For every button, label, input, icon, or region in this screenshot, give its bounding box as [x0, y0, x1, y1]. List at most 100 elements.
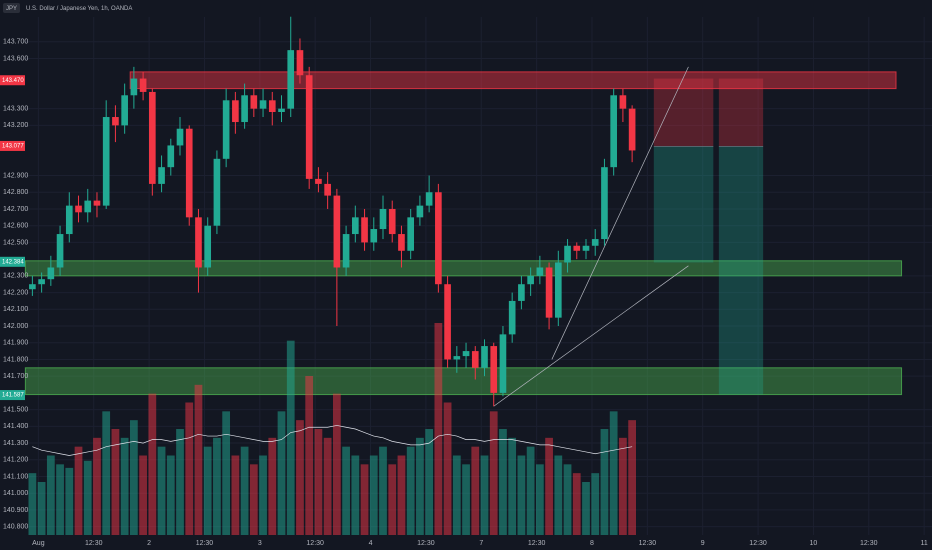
candle-body [601, 167, 608, 240]
y-tick-label: 143.300 [3, 106, 28, 113]
y-tick-label: 141.900 [3, 340, 28, 347]
volume-bar [176, 429, 184, 535]
candle-body [222, 100, 230, 159]
volume-bar [157, 446, 166, 535]
volume-bar [499, 429, 507, 535]
candle-body [102, 117, 110, 206]
volume-bar [332, 393, 341, 535]
y-tick-label: 142.500 [3, 239, 28, 246]
volume-bar [268, 437, 277, 535]
y-tick-label: 141.400 [3, 423, 28, 430]
stop-zone [653, 78, 714, 147]
volume-bar [434, 323, 443, 535]
candle-body [545, 267, 553, 318]
volume-bar [517, 455, 526, 535]
x-tick-label: 2 [147, 540, 151, 547]
x-tick-label: 11 [921, 540, 928, 547]
candle-body [610, 95, 617, 168]
volume-bar [452, 455, 461, 535]
candle-body [204, 225, 212, 268]
volume-bar [342, 446, 350, 535]
candle-body [149, 91, 156, 184]
candle-body [158, 167, 165, 184]
candle-body [370, 229, 378, 243]
volume-bar [628, 420, 637, 535]
volume-bar [194, 384, 203, 535]
candle-body [139, 78, 147, 92]
candle-body [407, 217, 415, 251]
volume-bar [351, 455, 360, 535]
trend-line [551, 66, 689, 360]
volume-bar [554, 455, 563, 535]
candle-body [554, 262, 562, 318]
x-tick-label: 3 [258, 540, 262, 547]
y-tick-label: 141.500 [3, 406, 28, 413]
candle-body [453, 356, 461, 360]
candle-body [84, 200, 92, 213]
y-tick-label: 141.800 [3, 356, 28, 363]
candle-body [379, 208, 387, 230]
candle-body [195, 217, 202, 268]
x-tick-label: 12:30 [528, 540, 546, 547]
candle-body [388, 208, 396, 235]
volume-bar [46, 455, 55, 535]
price-badge [0, 256, 25, 267]
candle-body [296, 50, 304, 76]
trend-line [493, 265, 689, 407]
x-tick-label: 8 [590, 540, 594, 547]
volume-bar [65, 467, 74, 535]
x-tick-label: 4 [369, 540, 373, 547]
volume-bar [397, 455, 406, 535]
volume-bar [130, 420, 138, 535]
candle-body [47, 267, 55, 280]
candle-body [324, 183, 331, 196]
y-tick-label: 141.700 [3, 373, 28, 380]
candle-body [361, 217, 368, 243]
candle-body [315, 178, 322, 184]
symbol-badge[interactable] [3, 3, 20, 13]
volume-bar [619, 437, 627, 535]
candle-body [176, 128, 184, 146]
candle-body [490, 346, 498, 393]
price-badge-label: 142.384 [2, 259, 24, 265]
volume-bar [508, 437, 517, 535]
candle-body [398, 234, 405, 251]
volume-bar [83, 460, 92, 535]
chart-title: U.S. Dollar / Japanese Yen, 1h, OANDA [26, 6, 132, 12]
x-tick-label: 12:30 [417, 540, 435, 547]
volume-bar [120, 437, 129, 535]
y-tick-label: 142.200 [3, 289, 28, 296]
x-tick-label: 7 [479, 540, 483, 547]
volume-bar [277, 411, 286, 535]
candle-body [65, 205, 73, 235]
candle-body [232, 100, 239, 123]
x-tick-label: 10 [810, 540, 818, 547]
volume-bar [185, 402, 194, 535]
volume-bar [489, 411, 498, 535]
candle-body [259, 100, 267, 109]
candle-body [38, 279, 45, 285]
price-badge [0, 75, 25, 86]
y-tick-label: 142.300 [3, 273, 28, 280]
y-tick-label: 140.800 [3, 523, 28, 530]
y-tick-label: 142.800 [3, 189, 28, 196]
candle-body [564, 245, 571, 263]
candle-body [536, 267, 544, 276]
volume-bar [166, 455, 175, 535]
candle-body [305, 75, 313, 179]
candle-body [130, 78, 138, 96]
volume-bar [203, 446, 212, 535]
symbol: JPY [6, 6, 17, 12]
candle-body [167, 145, 175, 168]
volume-bar [471, 446, 480, 535]
volume-bar [37, 482, 46, 535]
volume-bar [416, 437, 424, 535]
volume-bar [231, 455, 240, 535]
volume-bar [535, 464, 544, 535]
y-tick-label: 141.000 [3, 490, 28, 497]
target-zone [718, 146, 764, 395]
candle-body [591, 239, 599, 246]
candle-body [499, 334, 507, 393]
volume-bar [139, 455, 147, 535]
